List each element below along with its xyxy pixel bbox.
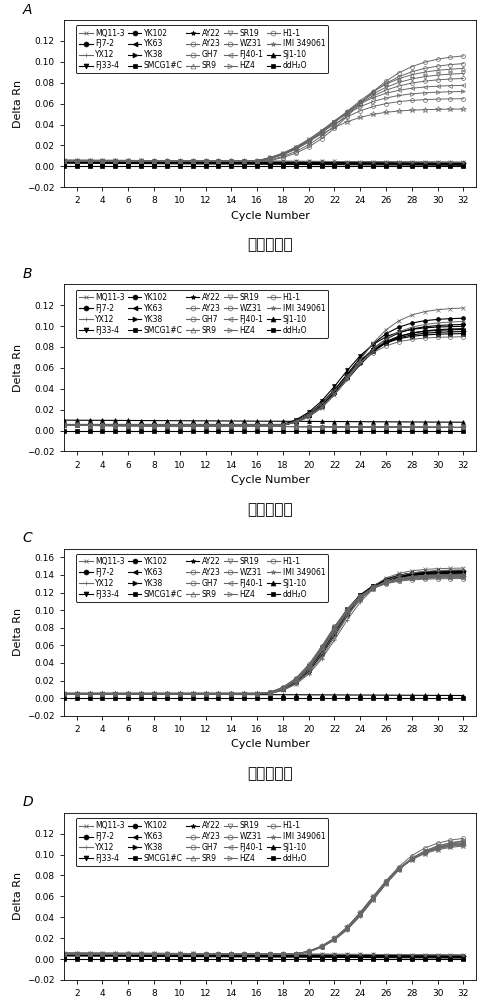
- Y-axis label: Delta Rn: Delta Rn: [13, 872, 23, 920]
- X-axis label: Cycle Number: Cycle Number: [231, 739, 309, 749]
- Text: 胶包炭疽菌: 胶包炭疽菌: [247, 237, 293, 252]
- Legend: MQ11-3, FJ7-2, YX12, FJ33-4, YK102, YK63, YK38, SMCG1#C, AY22, AY23, GH7, SR9, S: MQ11-3, FJ7-2, YX12, FJ33-4, YK102, YK63…: [76, 554, 328, 602]
- Text: C: C: [23, 531, 32, 545]
- Text: B: B: [23, 267, 32, 281]
- Legend: MQ11-3, FJ7-2, YX12, FJ33-4, YK102, YK63, YK38, SMCG1#C, AY22, AY23, GH7, SR9, S: MQ11-3, FJ7-2, YX12, FJ33-4, YK102, YK63…: [76, 290, 328, 338]
- Legend: MQ11-3, FJ7-2, YX12, FJ33-4, YK102, YK63, YK38, SMCG1#C, AY22, AY23, GH7, SR9, S: MQ11-3, FJ7-2, YX12, FJ33-4, YK102, YK63…: [76, 818, 328, 866]
- X-axis label: Cycle Number: Cycle Number: [231, 211, 309, 221]
- Y-axis label: Delta Rn: Delta Rn: [13, 344, 23, 392]
- Legend: MQ11-3, FJ7-2, YX12, FJ33-4, YK102, YK63, YK38, SMCG1#C, AY22, AY23, GH7, SR9, S: MQ11-3, FJ7-2, YX12, FJ33-4, YK102, YK63…: [76, 25, 328, 73]
- Text: A: A: [23, 3, 32, 17]
- X-axis label: Cycle Number: Cycle Number: [231, 475, 309, 485]
- Text: 遂罗炭疽菌: 遂罗炭疽菌: [247, 766, 293, 781]
- Text: 果生炭疽菌: 果生炭疽菌: [247, 502, 293, 517]
- Text: D: D: [23, 795, 33, 809]
- Y-axis label: Delta Rn: Delta Rn: [13, 80, 23, 128]
- Y-axis label: Delta Rn: Delta Rn: [13, 608, 23, 656]
